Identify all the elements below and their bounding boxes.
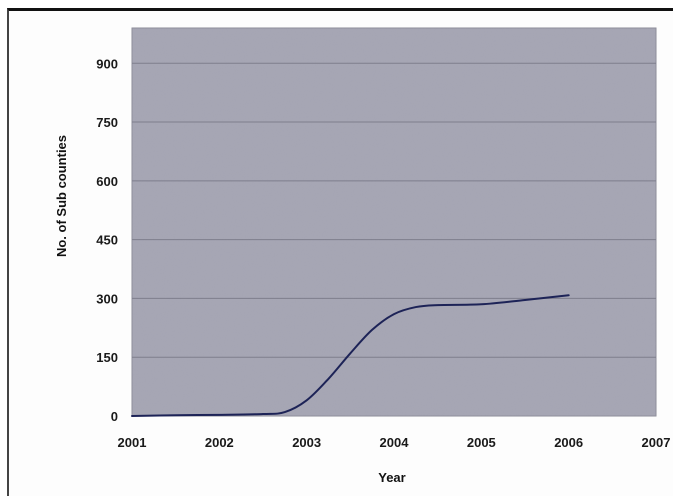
x-tick-label: 2001 <box>118 435 147 450</box>
x-axis-title: Year <box>378 470 405 485</box>
x-tick-label: 2005 <box>467 435 496 450</box>
y-tick-label: 0 <box>111 409 118 424</box>
gridlines <box>132 62 656 358</box>
series-line <box>131 294 570 417</box>
x-tick-label: 2004 <box>380 435 410 450</box>
x-tick-label: 2006 <box>554 435 583 450</box>
plot-texture <box>132 28 656 416</box>
x-tick-label: 2003 <box>292 435 321 450</box>
y-tick-label: 300 <box>96 291 118 306</box>
y-tick-label: 900 <box>96 56 118 71</box>
x-axis-ticks: 2001 2002 2003 2004 2005 2006 2007 <box>118 435 671 450</box>
x-tick-label: 2002 <box>205 435 234 450</box>
y-axis-ticks: 0 150 300 450 600 750 900 <box>96 56 118 424</box>
series-group <box>131 294 570 417</box>
y-tick-label: 600 <box>96 174 118 189</box>
x-tick-label: 2007 <box>642 435 671 450</box>
y-tick-label: 750 <box>96 115 118 130</box>
y-tick-label: 150 <box>96 350 118 365</box>
y-axis-title: No. of Sub counties <box>54 135 69 257</box>
y-tick-label: 450 <box>96 233 118 248</box>
